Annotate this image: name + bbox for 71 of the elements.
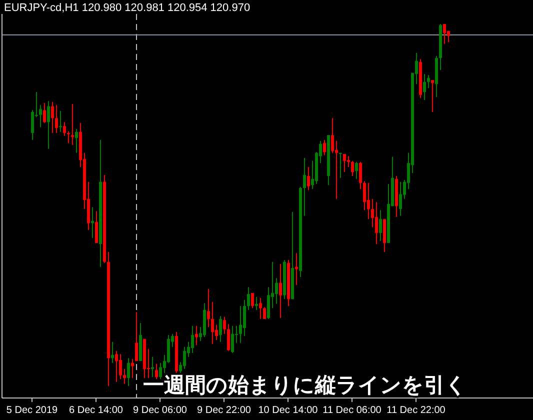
candlestick	[267, 286, 270, 320]
candlestick	[307, 166, 310, 191]
candlestick	[219, 316, 222, 342]
candlestick	[183, 346, 186, 370]
candlestick	[31, 110, 34, 140]
candlestick	[95, 210, 98, 244]
candlestick	[243, 299, 246, 337]
candlestick	[91, 206, 94, 238]
candlestick	[119, 354, 122, 380]
x-tick-label: 5 Dec 2019	[6, 405, 58, 416]
x-tick-label: 11 Dec 22:00	[386, 405, 446, 416]
candlestick	[379, 210, 382, 242]
candlestick	[363, 180, 366, 211]
candlestick	[191, 325, 194, 354]
candlestick	[231, 325, 234, 354]
candlestick	[55, 104, 58, 134]
candlestick	[51, 101, 54, 134]
candlestick	[375, 202, 378, 245]
candlestick	[239, 306, 242, 344]
x-tick-label: 10 Dec 14:00	[258, 405, 318, 416]
candlestick	[423, 73, 426, 101]
candlestick	[323, 139, 326, 156]
candlestick	[383, 218, 386, 253]
candlestick	[135, 312, 138, 362]
candlestick	[427, 74, 430, 89]
candlestick	[331, 118, 334, 154]
candlestick	[255, 296, 258, 310]
candlestick	[207, 288, 210, 328]
candlestick	[47, 100, 50, 150]
x-tick-label: 11 Dec 06:00	[322, 405, 382, 416]
candlestick	[303, 157, 306, 216]
candlestick	[279, 264, 282, 318]
candlestick	[111, 341, 114, 364]
x-tick-label: 6 Dec 14:00	[69, 405, 124, 416]
candlestick	[127, 358, 130, 386]
candlestick	[43, 102, 46, 124]
candlestick	[159, 362, 162, 380]
candlestick	[39, 104, 42, 128]
candlestick	[399, 181, 402, 216]
candlestick	[431, 80, 434, 112]
candlestick	[275, 278, 278, 304]
candlestick	[195, 325, 198, 346]
x-tick-label: 9 Dec 22:00	[197, 405, 252, 416]
candlestick	[67, 130, 70, 144]
candlestick	[339, 152, 342, 178]
candlestick	[223, 316, 226, 334]
x-tick-label: 9 Dec 06:00	[133, 405, 188, 416]
candlestick	[247, 286, 250, 310]
candlestick	[211, 302, 214, 345]
candlestick	[259, 298, 262, 320]
candlestick	[155, 363, 158, 380]
candlestick	[75, 128, 78, 154]
candlestick	[295, 252, 298, 286]
candlestick	[367, 182, 370, 220]
candlestick	[227, 324, 230, 352]
candlestick	[359, 161, 362, 190]
candlestick	[351, 160, 354, 177]
candlestick	[251, 292, 254, 309]
candlestick	[59, 110, 62, 132]
candlestick	[355, 161, 358, 180]
chart-title: EURJPY-cd,H1 120.980 120.981 120.954 120.970	[4, 2, 250, 14]
candlestick	[343, 153, 346, 173]
annotation: 一週間の始まりに縦ラインを引く	[143, 373, 467, 397]
candlestick	[131, 358, 134, 379]
candlestick	[347, 156, 350, 168]
candlestick	[63, 122, 66, 136]
candlestick	[123, 368, 126, 384]
candlestick	[151, 356, 154, 378]
candlestick	[115, 350, 118, 383]
candlestick	[71, 104, 74, 146]
candlestick	[443, 24, 446, 44]
